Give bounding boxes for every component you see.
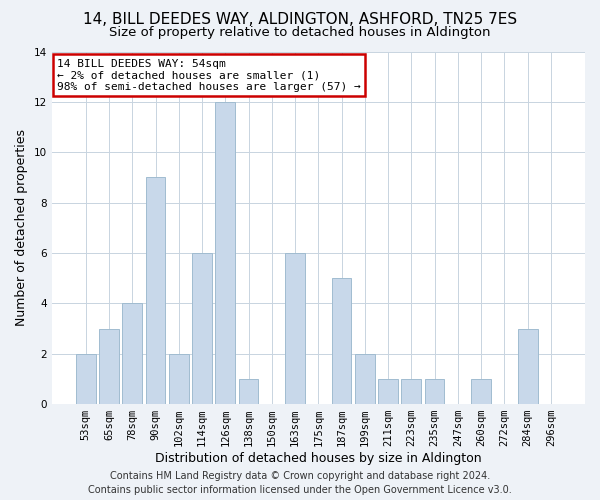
Bar bbox=[99, 328, 119, 404]
Bar bbox=[76, 354, 95, 404]
Bar bbox=[285, 253, 305, 404]
Bar bbox=[169, 354, 188, 404]
Text: Contains HM Land Registry data © Crown copyright and database right 2024.
Contai: Contains HM Land Registry data © Crown c… bbox=[88, 471, 512, 495]
Bar bbox=[425, 379, 445, 404]
Bar bbox=[355, 354, 375, 404]
Bar bbox=[122, 304, 142, 404]
Bar bbox=[239, 379, 259, 404]
Bar bbox=[192, 253, 212, 404]
Text: Size of property relative to detached houses in Aldington: Size of property relative to detached ho… bbox=[109, 26, 491, 39]
Bar bbox=[378, 379, 398, 404]
X-axis label: Distribution of detached houses by size in Aldington: Distribution of detached houses by size … bbox=[155, 452, 482, 465]
Bar bbox=[518, 328, 538, 404]
Bar bbox=[471, 379, 491, 404]
Y-axis label: Number of detached properties: Number of detached properties bbox=[15, 130, 28, 326]
Text: 14 BILL DEEDES WAY: 54sqm
← 2% of detached houses are smaller (1)
98% of semi-de: 14 BILL DEEDES WAY: 54sqm ← 2% of detach… bbox=[57, 58, 361, 92]
Bar bbox=[215, 102, 235, 404]
Bar bbox=[146, 178, 166, 404]
Bar bbox=[401, 379, 421, 404]
Text: 14, BILL DEEDES WAY, ALDINGTON, ASHFORD, TN25 7ES: 14, BILL DEEDES WAY, ALDINGTON, ASHFORD,… bbox=[83, 12, 517, 28]
Bar bbox=[332, 278, 352, 404]
